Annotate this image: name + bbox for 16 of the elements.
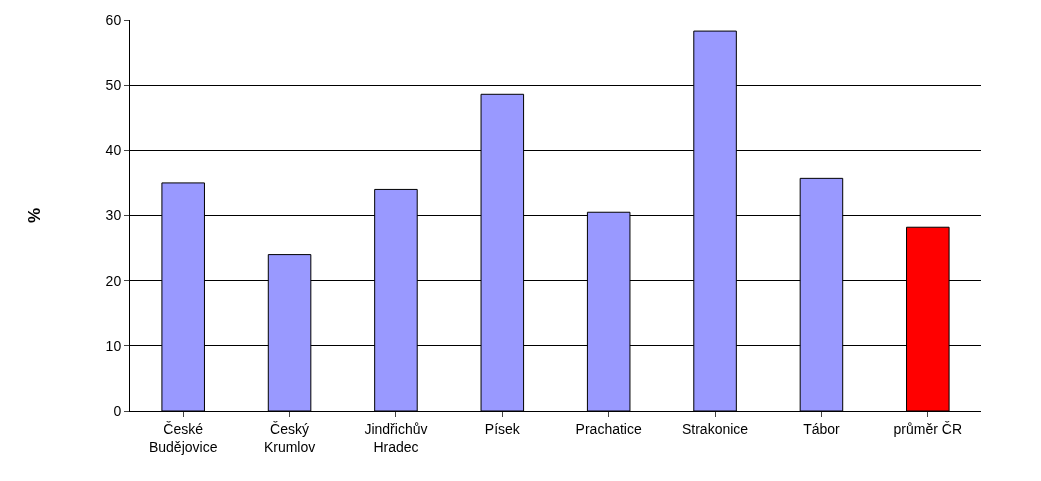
x-tick-label: průměr ČR [893,420,963,437]
y-tick-label: 60 [105,11,122,28]
x-tick-label: Český Krumlov [263,420,316,455]
y-tick-label: 40 [105,142,122,159]
y-axis-title: % [25,207,45,224]
x-tick-label: České Budějovice [148,420,218,455]
x-tick-label: Strakonice [681,420,749,437]
x-tick-label: Písek [484,420,521,437]
y-tick-label: 0 [113,402,122,419]
x-tick-label: Jindřichův Hradec [364,420,428,455]
y-tick-label: 30 [105,207,122,224]
x-tick-label: Tábor [803,420,841,437]
y-tick-label: 20 [105,272,122,289]
y-tick-label: 10 [105,337,122,354]
x-tick-label: Prachatice [575,420,642,437]
y-tick-label: 50 [105,77,122,94]
